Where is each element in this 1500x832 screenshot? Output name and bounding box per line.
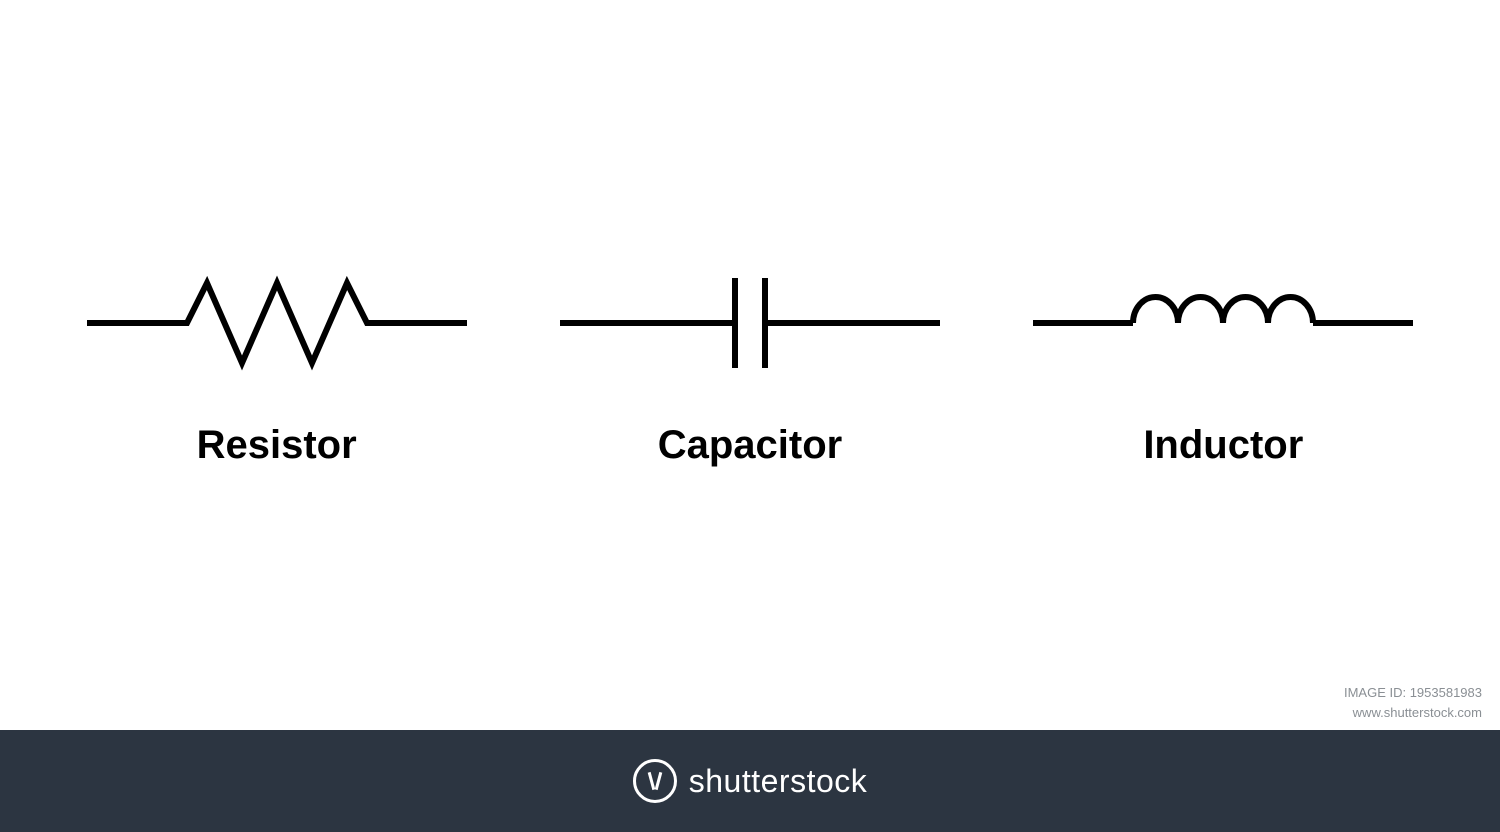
capacitor-component: Capacitor	[550, 263, 950, 468]
brand-text: shutterstock	[689, 763, 868, 800]
inductor-icon	[1023, 263, 1423, 383]
footer-bar: shutterstock	[0, 730, 1500, 832]
image-meta: IMAGE ID: 1953581983 www.shutterstock.co…	[1344, 683, 1482, 722]
resistor-icon	[77, 263, 477, 383]
capacitor-icon	[550, 263, 950, 383]
image-id-text: IMAGE ID: 1953581983	[1344, 683, 1482, 703]
shutterstock-icon	[633, 759, 677, 803]
inductor-label: Inductor	[1143, 423, 1303, 468]
capacitor-label: Capacitor	[658, 423, 843, 468]
site-text: www.shutterstock.com	[1344, 703, 1482, 723]
resistor-component: Resistor	[77, 263, 477, 468]
inductor-component: Inductor	[1023, 263, 1423, 468]
resistor-label: Resistor	[197, 423, 357, 468]
brand-logo: shutterstock	[633, 759, 868, 803]
circuit-symbols-diagram: Resistor Capacitor Inductor	[0, 0, 1500, 730]
